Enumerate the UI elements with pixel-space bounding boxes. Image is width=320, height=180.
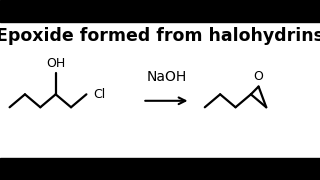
Bar	[0, 0, 320, 22]
Text: Epoxide formed from halohydrins: Epoxide formed from halohydrins	[0, 27, 320, 45]
Text: Cl: Cl	[93, 88, 106, 101]
Bar	[0, 158, 320, 180]
Text: OH: OH	[46, 57, 65, 70]
Text: NaOH: NaOH	[146, 70, 187, 84]
Text: O: O	[254, 70, 263, 83]
